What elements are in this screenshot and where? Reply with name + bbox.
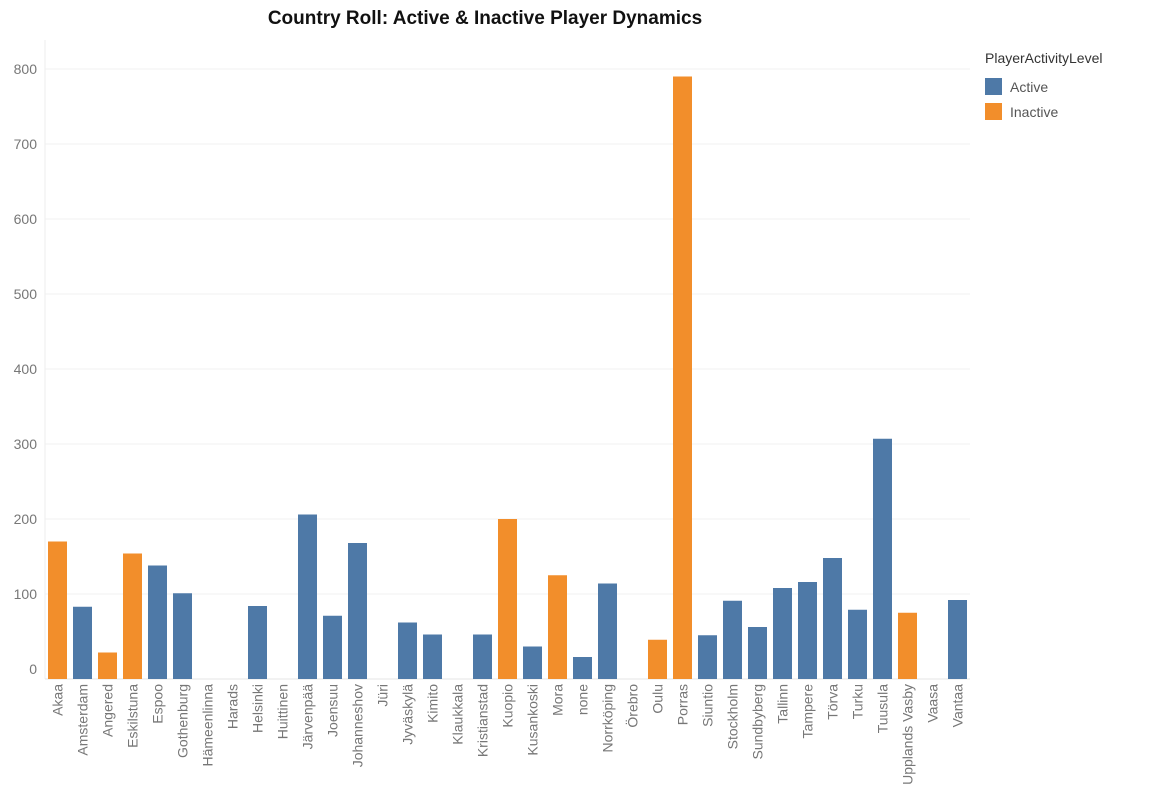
legend-title: PlayerActivityLevel bbox=[985, 50, 1103, 66]
x-tick-label: Akaa bbox=[50, 684, 66, 716]
x-tick-label: Hämeenlinna bbox=[200, 684, 216, 767]
x-tick-label: Jüri bbox=[375, 684, 391, 707]
x-tick-label: Harads bbox=[225, 684, 241, 729]
x-tick-label: Amsterdam bbox=[75, 684, 91, 756]
x-tick-label: Kristianstad bbox=[475, 684, 491, 757]
bar-29[interactable] bbox=[773, 588, 792, 679]
legend-label-inactive: Inactive bbox=[1010, 103, 1059, 120]
x-tick-label: Johanneshov bbox=[350, 684, 366, 767]
bar-31[interactable] bbox=[823, 558, 842, 679]
bar-33[interactable] bbox=[873, 438, 892, 679]
x-tick-label: Huittinen bbox=[275, 684, 291, 739]
x-tick-label: Jyväskylä bbox=[400, 684, 416, 745]
bar-28[interactable] bbox=[748, 627, 767, 679]
x-tick-label: Espoo bbox=[150, 684, 166, 724]
x-tick-label: Kimito bbox=[425, 684, 441, 723]
x-tick-label: Joensuu bbox=[325, 684, 341, 737]
y-tick-label: 0 bbox=[29, 661, 37, 677]
bar-26[interactable] bbox=[698, 635, 717, 679]
bar-3[interactable] bbox=[123, 553, 142, 680]
chart-title: Country Roll: Active & Inactive Player D… bbox=[267, 8, 703, 29]
legend-item-inactive[interactable]: Inactive bbox=[985, 99, 1103, 124]
bar-8[interactable] bbox=[248, 606, 267, 679]
x-tick-label: Tuusula bbox=[875, 684, 891, 734]
bar-25[interactable] bbox=[673, 76, 692, 680]
x-tick-label: Kuopio bbox=[500, 684, 516, 728]
bar-24[interactable] bbox=[648, 639, 667, 679]
bar-15[interactable] bbox=[423, 634, 442, 680]
x-tick-label: Järvenpää bbox=[300, 684, 316, 750]
x-tick-label: Klaukkala bbox=[450, 684, 466, 745]
y-tick-label: 100 bbox=[14, 586, 38, 602]
bar-14[interactable] bbox=[398, 622, 417, 680]
bar-20[interactable] bbox=[548, 575, 567, 679]
y-tick-label: 700 bbox=[14, 136, 38, 152]
bar-30[interactable] bbox=[798, 582, 817, 679]
x-tick-label: Angered bbox=[100, 684, 116, 737]
x-tick-label: Helsinki bbox=[250, 684, 266, 733]
y-tick-label: 400 bbox=[14, 361, 38, 377]
bar-18[interactable] bbox=[498, 519, 517, 679]
bar-22[interactable] bbox=[598, 583, 617, 680]
bar-0[interactable] bbox=[48, 541, 67, 680]
x-tick-label: Tallinn bbox=[775, 684, 791, 724]
legend-item-active[interactable]: Active bbox=[985, 74, 1103, 99]
bar-10[interactable] bbox=[298, 514, 317, 680]
x-tick-label: Upplands Vasby bbox=[900, 684, 916, 785]
bar-36[interactable] bbox=[948, 600, 967, 679]
x-tick-label: Sundbyberg bbox=[750, 684, 766, 760]
x-tick-label: Oulu bbox=[650, 684, 666, 714]
y-tick-label: 200 bbox=[14, 511, 38, 527]
bar-21[interactable] bbox=[573, 657, 592, 679]
bar-1[interactable] bbox=[73, 606, 92, 679]
legend-swatch-inactive bbox=[985, 103, 1002, 120]
x-tick-label: Siuntio bbox=[700, 684, 716, 727]
x-tick-label: Stockholm bbox=[725, 684, 741, 749]
legend-label-active: Active bbox=[1010, 78, 1049, 95]
x-tick-label: Gothenburg bbox=[175, 684, 191, 758]
bar-34[interactable] bbox=[898, 612, 917, 679]
bar-5[interactable] bbox=[173, 593, 192, 679]
y-tick-label: 800 bbox=[14, 61, 38, 77]
x-tick-label: Porras bbox=[675, 684, 691, 725]
bar-12[interactable] bbox=[348, 543, 367, 679]
y-tick-label: 300 bbox=[14, 436, 38, 452]
y-tick-label: 600 bbox=[14, 211, 38, 227]
x-tick-label: Vantaa bbox=[950, 684, 966, 728]
bar-19[interactable] bbox=[523, 646, 542, 680]
x-tick-label: Kusankoski bbox=[525, 684, 541, 756]
x-tick-label: none bbox=[575, 684, 591, 715]
bar-4[interactable] bbox=[148, 565, 167, 680]
x-tick-label: Turku bbox=[850, 684, 866, 719]
legend: PlayerActivityLevel Active Inactive bbox=[985, 50, 1103, 124]
x-tick-label: Vaasa bbox=[925, 684, 941, 723]
y-tick-label: 500 bbox=[14, 286, 38, 302]
x-tick-label: Örebro bbox=[624, 684, 641, 728]
legend-swatch-active bbox=[985, 78, 1002, 95]
bar-2[interactable] bbox=[98, 652, 117, 680]
x-tick-label: Törva bbox=[825, 684, 841, 720]
bar-32[interactable] bbox=[848, 609, 867, 679]
bar-11[interactable] bbox=[323, 615, 342, 679]
bar-17[interactable] bbox=[473, 634, 492, 680]
x-tick-label: Eskilstuna bbox=[125, 684, 141, 748]
x-tick-label: Tampere bbox=[800, 684, 816, 739]
x-tick-label: Mora bbox=[550, 684, 566, 716]
x-tick-label: Norrköping bbox=[600, 684, 616, 752]
bar-27[interactable] bbox=[723, 600, 742, 679]
